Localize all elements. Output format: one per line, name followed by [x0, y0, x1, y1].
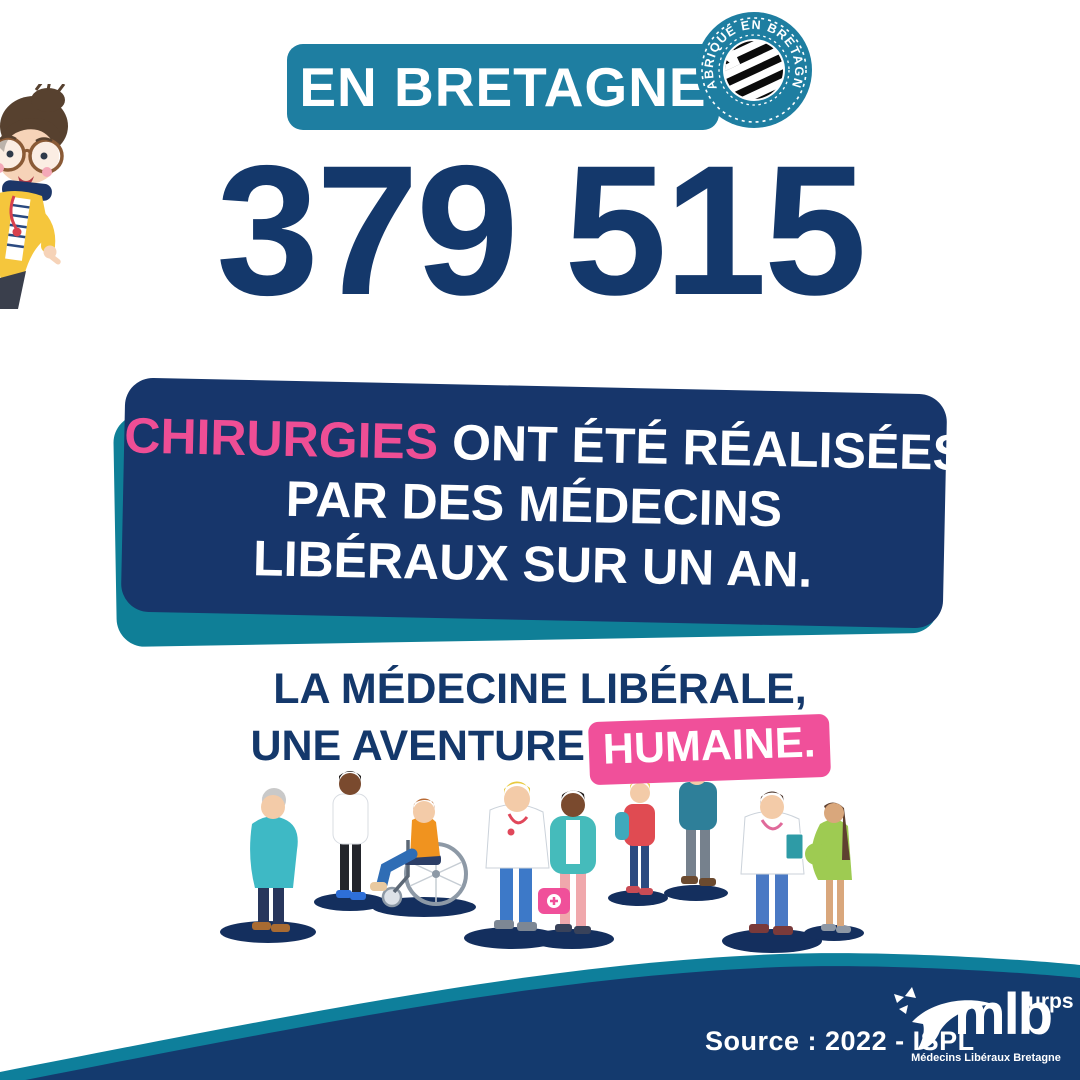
glasses-bridge: [22, 148, 33, 155]
region-banner: EN BRETAGNE: [287, 44, 719, 130]
logo-swoosh: [912, 1000, 992, 1050]
banner-label: EN BRETAGNE: [299, 56, 707, 118]
mascot-hair-bun: [31, 88, 65, 112]
figure-male-doctor-with-notebook: [722, 791, 822, 953]
figure-young-woman-with-backpack: [608, 780, 668, 906]
message-box-panel: CHIRURGIES ONT ÉTÉ RÉALISÉES PAR DES MÉD…: [120, 377, 967, 629]
logo-swoosh-icon: [894, 987, 992, 1050]
mascot-eye: [40, 152, 48, 160]
mascot-hair-strands: [34, 84, 66, 93]
sparkle-icon: [899, 1005, 908, 1014]
tagline-highlight: HUMAINE.: [587, 713, 831, 785]
stethoscope-icon: [9, 195, 18, 229]
mascot-doctor-illustration: [0, 84, 68, 309]
figure-man-in-wheelchair: [370, 798, 476, 917]
people-illustration: [220, 762, 864, 953]
tagline-line-2: UNE AVENTURE HUMAINE.: [0, 713, 1080, 785]
mascot-arm: [29, 207, 56, 253]
badge-outer-dashed-ring: [701, 17, 807, 123]
urps-mlb-logo: urps mlb Médecins Libéraux Bretagne: [894, 984, 1076, 1076]
figure-elderly-woman: [220, 788, 316, 943]
figure-pregnant-woman: [804, 802, 864, 941]
tagline-line-2-prefix: UNE AVENTURE: [250, 721, 585, 770]
mascot-trousers: [0, 271, 26, 309]
mascot-pointing-finger: [47, 253, 61, 265]
badge-inner-dashed-ring: [718, 34, 790, 106]
message-line-1-rest: ONT ÉTÉ RÉALISÉES: [437, 413, 967, 482]
mascot-eyebrows: [0, 135, 53, 143]
figure-man-standing-tall: [664, 762, 728, 901]
tagline: LA MÉDECINE LIBÉRALE, UNE AVENTURE HUMAIN…: [0, 662, 1080, 785]
footer-navy-area: [0, 966, 1080, 1080]
figure-young-man-standing: [314, 771, 386, 911]
headline-number: 379 515: [216, 128, 867, 334]
made-in-brittany-badge: FABRIQUÉ EN BRETAGNE: [694, 10, 812, 128]
logo-name: mlb: [954, 982, 1053, 1047]
message-highlight: CHIRURGIES: [123, 407, 439, 470]
mascot-fringe: [0, 118, 62, 152]
sparkle-icon: [905, 987, 916, 998]
logo-org: urps: [1028, 990, 1074, 1013]
figure-female-doctor-with-medical-bag: [530, 790, 614, 949]
stethoscope-chestpiece: [12, 227, 22, 237]
figure-male-doctor-with-stethoscope: [464, 781, 560, 949]
logo-subtitle: Médecins Libéraux Bretagne: [911, 1052, 1061, 1064]
footer-wave: [0, 953, 1080, 1080]
mascot-cheek: [42, 167, 52, 177]
mascot-eye: [6, 150, 14, 158]
sparkle-icon: [894, 994, 904, 1003]
message-box: CHIRURGIES ONT ÉTÉ RÉALISÉES PAR DES MÉD…: [113, 377, 967, 648]
tagline-line-1: LA MÉDECINE LIBÉRALE,: [273, 665, 807, 713]
mascot-cheek: [0, 163, 4, 173]
